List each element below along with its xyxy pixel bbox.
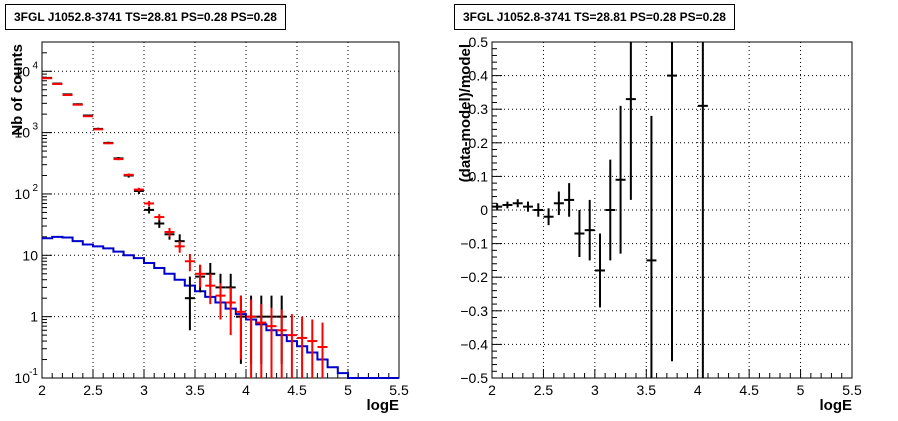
y-tick-label: 0.4 bbox=[469, 68, 489, 84]
x-tick-label: 4 bbox=[694, 382, 702, 398]
x-tick-label: 5.5 bbox=[389, 382, 409, 398]
x-axis-label: logE bbox=[820, 397, 853, 414]
y-axis-label: Nb of counts bbox=[9, 44, 26, 136]
x-tick-label: 3.5 bbox=[637, 382, 657, 398]
left-plot-title: 3FGL J1052.8-3741 TS=28.81 PS=0.28 PS=0.… bbox=[5, 4, 286, 30]
y-tick-exponent: -1 bbox=[29, 367, 38, 378]
x-tick-label: 5 bbox=[344, 382, 352, 398]
y-tick-label: 0 bbox=[480, 202, 488, 218]
y-tick-label: 0.3 bbox=[469, 101, 489, 117]
x-axis-label: logE bbox=[367, 397, 400, 414]
y-tick-label: 10 bbox=[14, 125, 30, 141]
y-tick-exponent: 3 bbox=[32, 122, 38, 133]
y-tick-label: 10 bbox=[22, 247, 38, 263]
x-tick-label: 2 bbox=[488, 382, 496, 398]
right-plot-title: 3FGL J1052.8-3741 TS=28.81 PS=0.28 PS=0.… bbox=[454, 4, 735, 30]
x-tick-label: 3 bbox=[140, 382, 148, 398]
x-tick-label: 2 bbox=[38, 382, 46, 398]
y-tick-label: 0.5 bbox=[469, 34, 489, 50]
x-tick-label: 4.5 bbox=[287, 382, 307, 398]
y-tick-label: −0.2 bbox=[460, 269, 488, 285]
x-tick-label: 2.5 bbox=[534, 382, 554, 398]
x-tick-label: 2.5 bbox=[83, 382, 103, 398]
x-tick-label: 3.5 bbox=[185, 382, 205, 398]
x-tick-label: 3 bbox=[591, 382, 599, 398]
y-tick-exponent: 4 bbox=[32, 60, 38, 71]
y-axis-label: (data-model)/model bbox=[457, 44, 474, 182]
y-tick-exponent: 2 bbox=[32, 183, 38, 194]
x-tick-label: 4.5 bbox=[739, 382, 759, 398]
x-tick-label: 4 bbox=[242, 382, 250, 398]
y-tick-label: 10 bbox=[14, 63, 30, 79]
y-tick-label: 10 bbox=[14, 370, 30, 386]
plot-frame bbox=[41, 41, 400, 379]
y-tick-label: 10 bbox=[14, 186, 30, 202]
y-tick-label: 1 bbox=[30, 309, 38, 325]
y-tick-label: 0.2 bbox=[469, 135, 489, 151]
y-tick-label: −0.3 bbox=[460, 303, 488, 319]
x-tick-label: 5 bbox=[797, 382, 805, 398]
y-tick-label: 0.1 bbox=[469, 168, 489, 184]
y-tick-label: −0.4 bbox=[460, 336, 488, 352]
x-tick-label: 5.5 bbox=[842, 382, 862, 398]
y-tick-label: −0.1 bbox=[460, 236, 488, 252]
y-tick-label: −0.5 bbox=[460, 370, 488, 386]
